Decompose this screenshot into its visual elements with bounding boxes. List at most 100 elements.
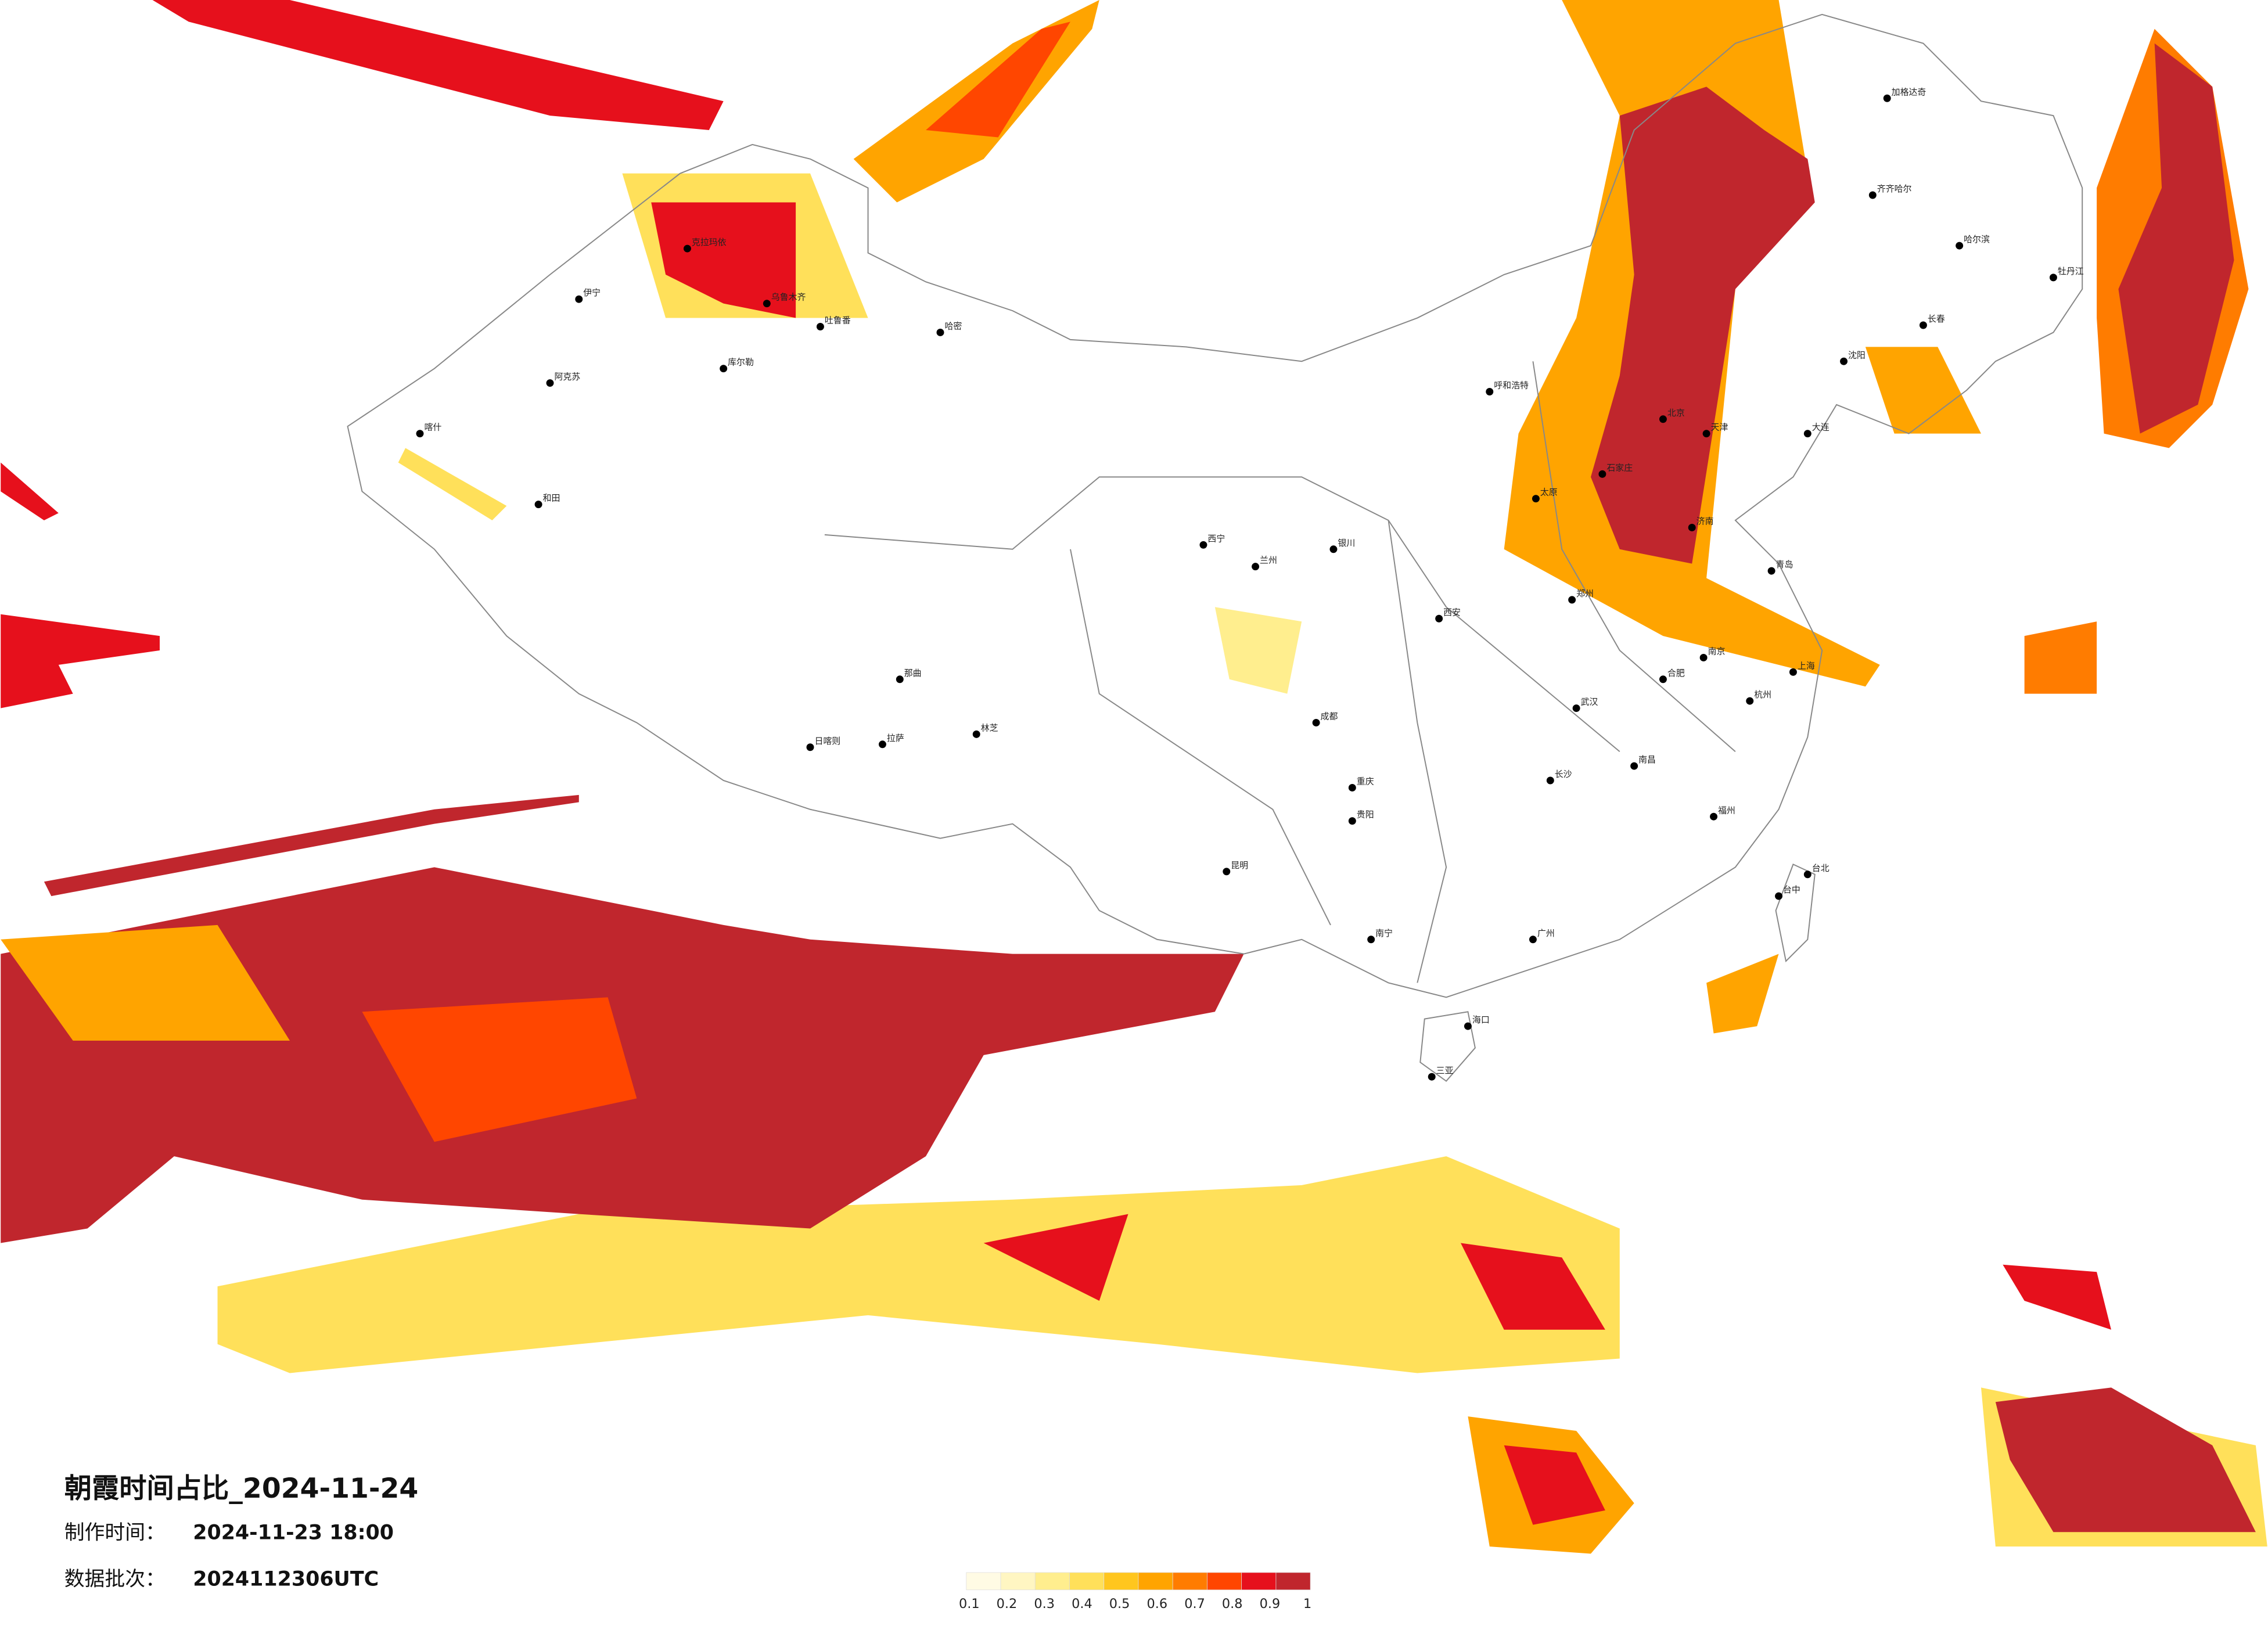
city-label: 成都: [1321, 711, 1338, 721]
city-dot: [1803, 870, 1811, 879]
legend-swatch: [1069, 1572, 1105, 1591]
heat-area: [926, 21, 1070, 138]
city-label: 西宁: [1207, 533, 1225, 544]
city-label: 牡丹江: [2058, 266, 2084, 276]
city-dot: [1367, 936, 1375, 944]
city-dot: [1598, 470, 1606, 478]
city-label: 日喀则: [814, 736, 840, 746]
city-dot: [936, 328, 944, 336]
city-label: 哈尔滨: [1964, 234, 1990, 244]
country-outline: [347, 13, 2083, 998]
legend-tick-label: 0.1: [959, 1596, 980, 1611]
city-label: 伊宁: [583, 287, 601, 298]
heat-area: [2024, 621, 2097, 694]
city-label: 吐鲁番: [825, 315, 851, 326]
city-dot: [2049, 274, 2057, 282]
city-dot: [896, 675, 904, 684]
city-dot: [1329, 545, 1338, 553]
city-label: 上海: [1798, 660, 1815, 671]
city-label: 阿克苏: [554, 372, 580, 382]
legend-tick-label: 0.2: [997, 1596, 1018, 1611]
city-dot: [1312, 718, 1320, 726]
city-dot: [1803, 430, 1811, 438]
city-label: 太原: [1540, 487, 1558, 498]
map-title: 朝霞时间占比_2024-11-24: [64, 1473, 419, 1505]
city-dot: [683, 244, 691, 253]
city-label: 长春: [1928, 314, 1945, 324]
heat-area: [1214, 607, 1302, 694]
city-dot: [1840, 357, 1848, 365]
heat-layer: [1, 0, 2267, 1554]
legend-tick-label: 0.6: [1147, 1596, 1168, 1611]
city-dot: [1919, 321, 1927, 329]
city-label: 南昌: [1638, 754, 1656, 765]
city-dot: [1572, 704, 1580, 713]
city-label: 喀什: [424, 422, 441, 433]
heat-area: [362, 997, 637, 1142]
city-dot: [1223, 868, 1231, 876]
city-dot: [546, 379, 554, 387]
city-dot: [1435, 614, 1443, 623]
city-label: 台中: [1783, 884, 1800, 895]
city-label: 大连: [1812, 422, 1830, 433]
borders: [347, 13, 2083, 1082]
city-dot: [1486, 388, 1494, 395]
info-value: 2024-11-23 18:00: [193, 1521, 394, 1545]
city-label: 海口: [1472, 1015, 1490, 1025]
city-label: 贵阳: [1357, 810, 1374, 820]
city-label: 南宁: [1375, 928, 1393, 938]
legend-tick-label: 0.8: [1222, 1596, 1243, 1611]
legend-tick-label: 0.7: [1184, 1596, 1205, 1611]
city-dot: [1659, 675, 1667, 684]
city-label: 加格达奇: [1892, 87, 1926, 97]
heat-area: [1, 924, 290, 1041]
city-dot: [1529, 936, 1537, 944]
city-label: 南京: [1708, 646, 1726, 656]
city-label: 拉萨: [887, 733, 904, 743]
heat-area: [1590, 87, 1815, 564]
province-border: [824, 476, 1620, 752]
city-dot: [1428, 1073, 1436, 1081]
city-label: 齐齐哈尔: [1877, 184, 1912, 194]
heat-area: [1, 462, 59, 520]
city-dot: [1348, 817, 1356, 825]
heat-area: [1865, 347, 1981, 434]
info-label: 数据批次：: [64, 1567, 166, 1591]
city-dot: [1252, 563, 1260, 571]
heat-area: [1995, 1387, 2256, 1533]
city-label: 林芝: [981, 722, 998, 733]
legend-tick-label: 0.5: [1109, 1596, 1130, 1611]
city-dot: [1956, 242, 1964, 250]
legend-swatch: [1241, 1572, 1277, 1591]
city-dot: [763, 300, 771, 308]
heat-area: [398, 448, 507, 520]
city-dot: [1775, 892, 1783, 900]
city-label: 西安: [1443, 607, 1461, 617]
province-border: [1532, 361, 1736, 752]
province-border: [1388, 520, 1447, 983]
city-label: 银川: [1338, 538, 1355, 548]
city-dot: [1659, 415, 1667, 423]
taiwan-outline: [1775, 863, 1816, 963]
heat-area: [1, 614, 160, 708]
city-dot: [1464, 1022, 1472, 1030]
city-dot: [1883, 94, 1891, 102]
city-dot: [1702, 430, 1710, 438]
legend-swatch: [1275, 1572, 1311, 1591]
city-dot: [1348, 783, 1356, 792]
city-dot: [1546, 776, 1554, 785]
heat-area: [2003, 1264, 2111, 1330]
city-label: 郑州: [1576, 588, 1594, 599]
city-label: 昆明: [1231, 860, 1248, 870]
city-dot: [1532, 495, 1540, 503]
heat-area: [651, 202, 796, 318]
city-dot: [1199, 541, 1207, 549]
city-label: 青岛: [1776, 559, 1793, 570]
heat-area: [152, 0, 724, 130]
city-label: 乌鲁木齐: [771, 292, 806, 303]
legend-tick-label: 0.9: [1260, 1596, 1281, 1611]
city-dot: [1630, 762, 1638, 770]
colorbar: 0.1 0.2 0.3 0.4 0.5 0.6 0.7 0.8 0.9 1: [959, 1572, 1311, 1611]
